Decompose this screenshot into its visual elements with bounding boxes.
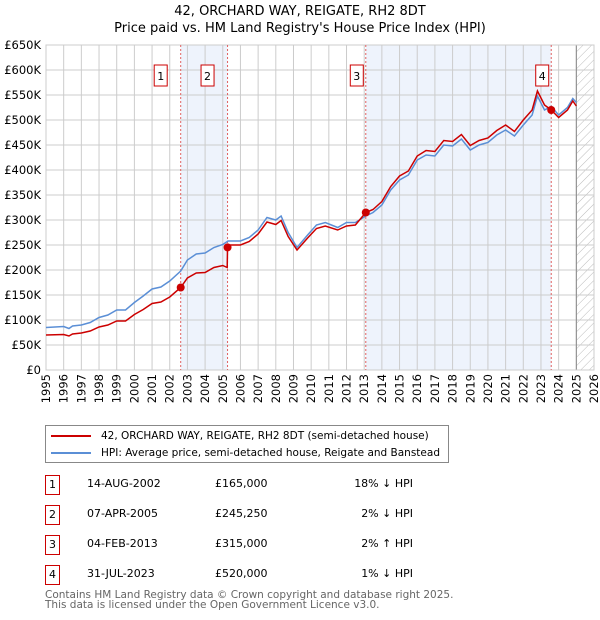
sale-label-box xyxy=(200,64,215,87)
shaded-band xyxy=(180,45,228,370)
sale-date: 07-APR-2005 xyxy=(87,507,159,520)
sale-price: £520,000 xyxy=(215,567,268,580)
sale-number-badge: 4 xyxy=(45,565,60,585)
series-line-hpi xyxy=(45,93,577,330)
x-tick-label: 2022 xyxy=(516,374,530,403)
y-tick-label: £450K xyxy=(4,138,41,152)
chart-subtitle: Price paid vs. HM Land Registry's House … xyxy=(114,21,486,36)
footer-line-1: Contains HM Land Registry data © Crown c… xyxy=(45,589,454,601)
x-tick-label: 2005 xyxy=(216,374,230,403)
x-tick-label: 2007 xyxy=(251,374,265,403)
x-tick-label: 1997 xyxy=(74,374,88,403)
x-tick-label: 2001 xyxy=(145,374,159,403)
y-tick-label: £350K xyxy=(4,188,41,202)
x-tick-label: 1998 xyxy=(92,374,106,403)
y-tick-label: £500K xyxy=(4,113,41,127)
y-tick-label: £0 xyxy=(26,363,41,377)
sale-label-box xyxy=(153,64,168,87)
x-tick-label: 2008 xyxy=(269,374,283,403)
x-tick-label: 2014 xyxy=(375,374,389,403)
x-tick-label: 1995 xyxy=(39,374,53,403)
legend-item-price: 42, ORCHARD WAY, REIGATE, RH2 8DT (semi-… xyxy=(46,428,429,444)
y-tick-label: £300K xyxy=(4,213,41,227)
x-tick-label: 2023 xyxy=(534,374,548,403)
x-tick-label: 2026 xyxy=(587,374,600,403)
legend: 42, ORCHARD WAY, REIGATE, RH2 8DT (semi-… xyxy=(45,425,449,463)
forecast-hatch xyxy=(576,45,594,370)
x-tick-label: 2002 xyxy=(163,374,177,403)
chart-title: 42, ORCHARD WAY, REIGATE, RH2 8DT xyxy=(174,4,426,19)
sale-hpi-diff: 2% ↑ HPI xyxy=(361,537,413,550)
x-tick-label: 2000 xyxy=(127,374,141,403)
x-tick-label: 2006 xyxy=(233,374,247,403)
x-tick-label: 2010 xyxy=(304,374,318,403)
legend-label-price: 42, ORCHARD WAY, REIGATE, RH2 8DT (semi-… xyxy=(101,430,429,442)
x-tick-label: 2018 xyxy=(446,374,460,403)
x-tick-label: 2011 xyxy=(322,374,336,403)
sale-point xyxy=(176,283,185,292)
shaded-band xyxy=(365,45,552,370)
plot-border xyxy=(45,44,595,371)
x-tick-label: 2024 xyxy=(552,374,566,403)
y-tick-label: £50K xyxy=(12,338,42,352)
x-tick-label: 2017 xyxy=(428,374,442,403)
sale-price: £165,000 xyxy=(215,477,268,490)
sale-price: £245,250 xyxy=(215,507,268,520)
x-tick-label: 2003 xyxy=(180,374,194,403)
x-tick-label: 1996 xyxy=(57,374,71,403)
y-tick-label: £150K xyxy=(4,288,41,302)
x-tick-label: 2012 xyxy=(340,374,354,403)
sale-point xyxy=(361,208,370,217)
legend-label-hpi: HPI: Average price, semi-detached house,… xyxy=(101,447,440,459)
x-tick-label: 2020 xyxy=(481,374,495,403)
series-line-price xyxy=(45,88,577,337)
x-tick-label: 2013 xyxy=(357,374,371,403)
y-tick-label: £650K xyxy=(4,38,41,52)
x-tick-label: 2021 xyxy=(499,374,513,403)
sale-number-badge: 1 xyxy=(45,475,60,495)
y-tick-label: £200K xyxy=(4,263,41,277)
x-tick-label: 2019 xyxy=(463,374,477,403)
sale-date: 14-AUG-2002 xyxy=(87,477,161,490)
y-tick-label: £600K xyxy=(4,63,41,77)
sale-hpi-diff: 2% ↓ HPI xyxy=(361,507,413,520)
sale-label: 1 xyxy=(157,70,164,83)
sale-point xyxy=(223,243,232,252)
sale-hpi-diff: 18% ↓ HPI xyxy=(354,477,413,490)
x-tick-label: 2016 xyxy=(410,374,424,403)
footer-line-2: This data is licensed under the Open Gov… xyxy=(45,599,380,611)
y-tick-label: £400K xyxy=(4,163,41,177)
sale-number-badge: 2 xyxy=(45,505,60,525)
x-tick-label: 2025 xyxy=(569,374,583,403)
sale-label-box xyxy=(535,64,550,87)
y-tick-label: £550K xyxy=(4,88,41,102)
sale-label: 3 xyxy=(353,70,360,83)
sale-price: £315,000 xyxy=(215,537,268,550)
sale-date: 31-JUL-2023 xyxy=(87,567,155,580)
legend-swatch-price xyxy=(51,435,91,437)
sale-label: 2 xyxy=(204,70,211,83)
sale-hpi-diff: 1% ↓ HPI xyxy=(361,567,413,580)
y-tick-label: £100K xyxy=(4,313,41,327)
legend-item-hpi: HPI: Average price, semi-detached house,… xyxy=(46,445,440,461)
sale-point xyxy=(547,106,556,114)
x-tick-label: 2015 xyxy=(393,374,407,403)
x-tick-label: 2004 xyxy=(198,374,212,403)
sale-label-box xyxy=(349,64,364,87)
legend-swatch-hpi xyxy=(51,452,91,454)
sale-number-badge: 3 xyxy=(45,535,60,555)
sale-label: 4 xyxy=(539,70,546,83)
sale-date: 04-FEB-2013 xyxy=(87,537,158,550)
x-tick-label: 2009 xyxy=(286,374,300,403)
y-tick-label: £250K xyxy=(4,238,41,252)
chart-plot: £0 £50K £100K £150K £200K £250K £300K £350K £400… xyxy=(4,38,600,403)
x-tick-label: 1999 xyxy=(110,374,124,403)
